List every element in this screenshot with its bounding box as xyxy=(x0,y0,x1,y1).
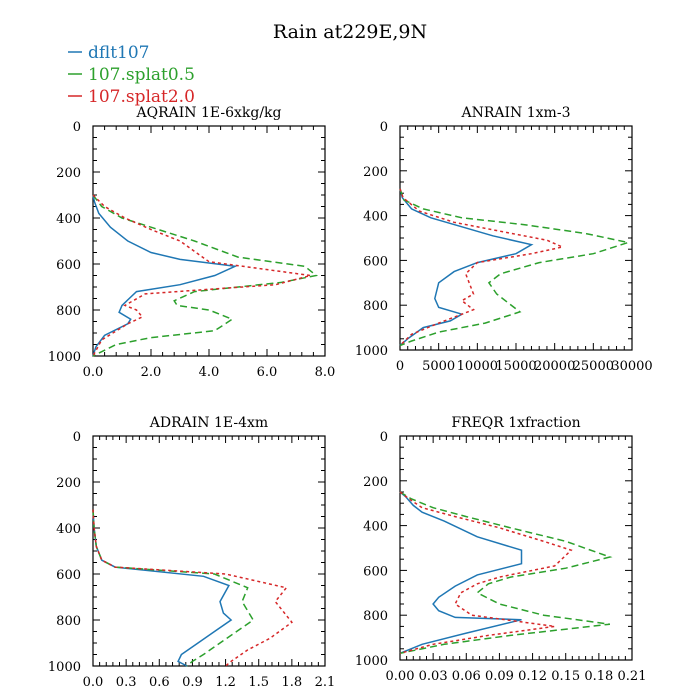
legend-label: 107.splat2.0 xyxy=(88,87,195,107)
y-tick-label: 800 xyxy=(363,609,388,624)
x-tick-label: 0.06 xyxy=(452,669,481,684)
panel-title: ADRAIN 1E-4xm xyxy=(149,415,268,431)
y-tick-label: 600 xyxy=(363,254,388,269)
panel-title: ANRAIN 1xm-3 xyxy=(461,105,571,121)
x-tick-label: 15000 xyxy=(495,359,536,374)
y-tick-label: 1000 xyxy=(355,654,388,669)
series-line-107-splat2-0 xyxy=(92,194,311,357)
y-tick-label: 400 xyxy=(363,520,388,535)
legend-label: dflt107 xyxy=(88,43,150,63)
x-tick-label: 0.3 xyxy=(116,675,137,690)
y-tick-label: 1000 xyxy=(355,344,388,359)
y-tick-label: 800 xyxy=(56,614,81,629)
figure-title: Rain at229E,9N xyxy=(273,21,427,43)
x-tick-label: 6.0 xyxy=(257,365,278,380)
y-tick-label: 600 xyxy=(56,258,81,273)
legend-label: 107.splat0.5 xyxy=(88,65,195,85)
x-tick-label: 1.5 xyxy=(248,675,269,690)
series-line-107-splat0-5 xyxy=(399,188,632,347)
x-tick-label: 1.2 xyxy=(215,675,236,690)
x-tick-label: 0.15 xyxy=(551,669,580,684)
series-line-dflt107 xyxy=(399,491,523,654)
legend-item: 107.splat0.5 xyxy=(68,65,195,85)
y-tick-label: 0 xyxy=(380,120,388,135)
x-tick-label: 0.0 xyxy=(83,675,104,690)
x-tick-label: 0.21 xyxy=(618,669,647,684)
y-tick-label: 200 xyxy=(363,165,388,180)
x-tick-label: 4.0 xyxy=(199,365,220,380)
x-tick-label: 2.1 xyxy=(315,675,336,690)
y-tick-label: 200 xyxy=(363,475,388,490)
plot-frame xyxy=(399,125,633,351)
legend-item: 107.splat2.0 xyxy=(68,87,195,107)
x-tick-label: 0.00 xyxy=(386,669,415,684)
series-line-107-splat2-0 xyxy=(399,188,565,347)
y-tick-label: 1000 xyxy=(48,660,81,675)
x-tick-label: 0.6 xyxy=(149,675,170,690)
y-tick-label: 200 xyxy=(56,166,81,181)
x-tick-label: 0.0 xyxy=(83,365,104,380)
x-tick-label: 1.8 xyxy=(282,675,303,690)
x-tick-label: 2.0 xyxy=(141,365,162,380)
panel-anrain: ANRAIN 1xm-30 5000 10000150002000025000300… xyxy=(355,105,653,374)
plot-frame xyxy=(92,435,326,667)
y-tick-label: 400 xyxy=(56,522,81,537)
x-tick-label: 20000 xyxy=(534,359,575,374)
panel-title: FREQR 1xfraction xyxy=(451,415,580,431)
y-tick-label: 0 xyxy=(73,120,81,135)
x-tick-label: 25000 xyxy=(573,359,614,374)
series-line-dflt107 xyxy=(92,509,233,667)
x-tick-label: 0.12 xyxy=(518,669,547,684)
x-tick-label: 30000 xyxy=(611,359,652,374)
series-line-107-splat2-0 xyxy=(92,509,293,667)
x-tick-label: 0.09 xyxy=(485,669,514,684)
series-line-dflt107 xyxy=(399,188,534,347)
panel-aqrain: AQRAIN 1E-6xkg/kg 0.0 2.0 4.0 6.0 8.0 0 200 400 6… xyxy=(48,105,335,380)
x-tick-label: 0 xyxy=(396,359,404,374)
y-tick-label: 200 xyxy=(56,476,81,491)
y-tick-label: 0 xyxy=(73,430,81,445)
series-line-107-splat2-0 xyxy=(399,491,573,655)
y-tick-label: 800 xyxy=(56,304,81,319)
y-tick-label: 0 xyxy=(380,430,388,445)
y-tick-label: 400 xyxy=(363,210,388,225)
y-tick-label: 1000 xyxy=(48,350,81,365)
y-tick-label: 600 xyxy=(363,564,388,579)
y-tick-label: 800 xyxy=(363,299,388,314)
x-tick-label: 0.18 xyxy=(584,669,613,684)
panel-freqr: FREQR 1xfraction 0.00 0.03 0.06 0.09 0.12 0.15… xyxy=(355,415,647,684)
x-tick-label: 5000 xyxy=(422,359,455,374)
y-tick-label: 400 xyxy=(56,212,81,227)
x-tick-label: 0.03 xyxy=(419,669,448,684)
x-tick-label: 0.9 xyxy=(182,675,203,690)
x-tick-label: 10000 xyxy=(457,359,498,374)
legend-item: dflt107 xyxy=(68,43,150,63)
series-line-107-splat0-5 xyxy=(92,194,319,357)
series-line-107-splat0-5 xyxy=(399,491,613,655)
x-tick-label: 8.0 xyxy=(315,365,336,380)
panel-title: AQRAIN 1E-6xkg/kg xyxy=(136,105,282,121)
series-line-107-splat0-5 xyxy=(92,509,255,667)
y-tick-label: 600 xyxy=(56,568,81,583)
panel-adrain: ADRAIN 1E-4xm 0.0 0.3 0.6 0.9 1.2 1.5 1.8 2.1 0 20… xyxy=(48,415,335,690)
